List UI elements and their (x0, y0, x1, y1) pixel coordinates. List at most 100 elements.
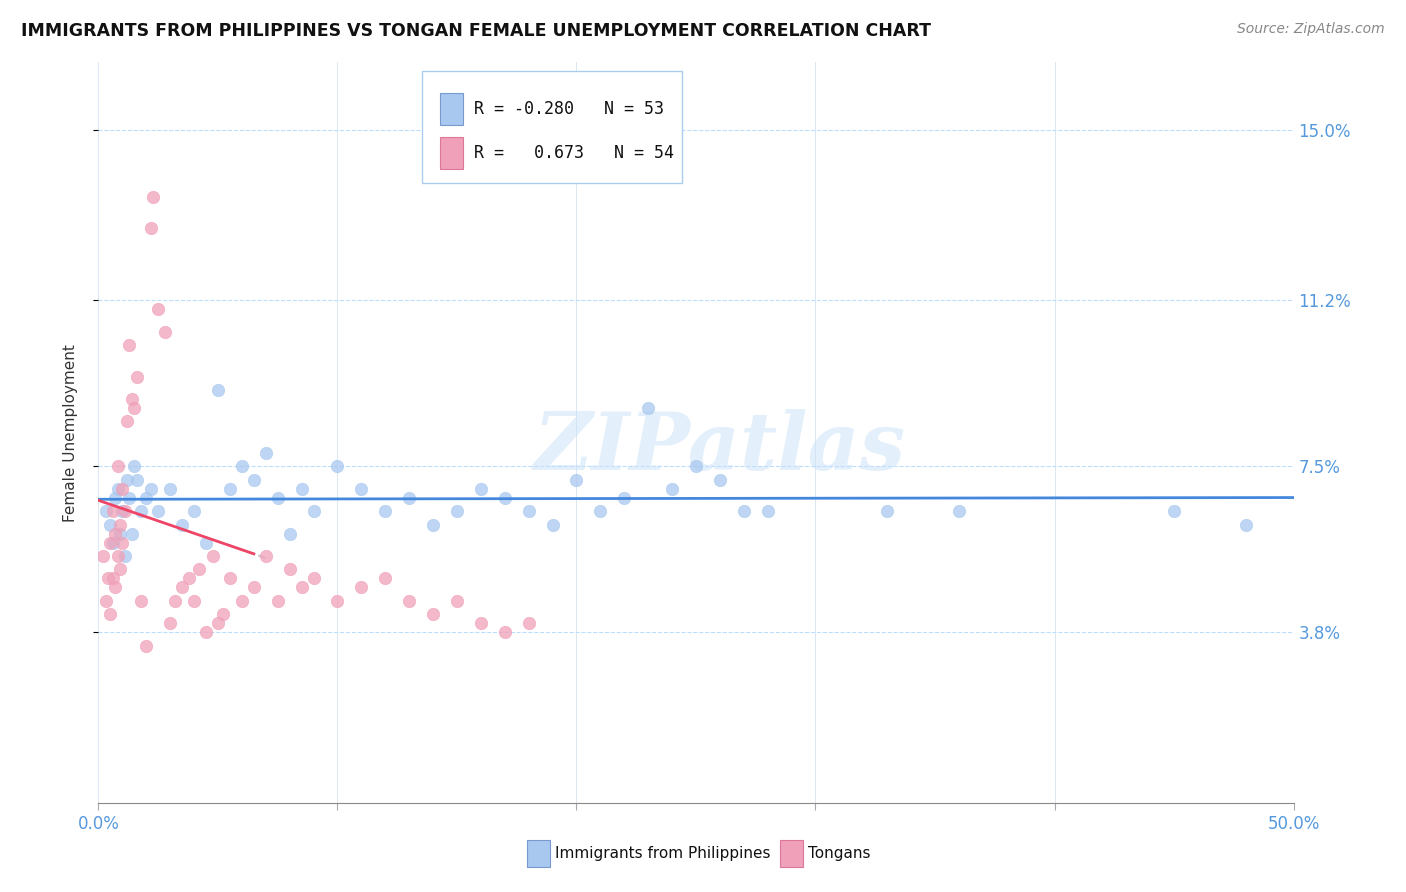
Point (207, 616, 229, 631)
Point (398, 491, 420, 505)
Point (948, 504, 970, 518)
Point (124, 401, 146, 415)
Point (172, 517, 194, 532)
Point (139, 482, 162, 496)
Point (446, 504, 468, 518)
Point (756, 504, 779, 518)
Point (131, 504, 153, 518)
Point (107, 549, 129, 563)
Point (243, 473, 266, 487)
Point (94, 504, 117, 518)
Point (470, 482, 492, 496)
Point (179, 571, 201, 585)
Point (541, 517, 564, 532)
Point (183, 504, 205, 518)
Point (302, 504, 325, 518)
Point (159, 616, 181, 631)
Point (195, 625, 218, 640)
Point (470, 616, 492, 631)
Point (494, 625, 516, 640)
Point (121, 392, 143, 406)
Point (231, 594, 253, 608)
Point (1163, 504, 1185, 518)
Point (291, 482, 314, 496)
Point (94, 594, 117, 608)
Point (231, 459, 253, 474)
Point (187, 562, 209, 576)
Point (97, 571, 120, 585)
Point (159, 482, 181, 496)
Point (254, 446, 277, 460)
Point (278, 526, 301, 541)
Point (101, 504, 124, 518)
Point (202, 549, 225, 563)
Point (121, 526, 143, 541)
Point (108, 526, 131, 541)
Point (172, 581, 194, 595)
Point (139, 221, 162, 235)
Point (709, 473, 731, 487)
Point (219, 571, 242, 585)
Text: R = -0.280   N = 53: R = -0.280 N = 53 (474, 100, 664, 118)
Point (517, 616, 540, 631)
Point (98, 517, 122, 532)
Point (589, 504, 612, 518)
Point (111, 504, 134, 518)
Point (98, 607, 122, 622)
Point (446, 594, 468, 608)
Point (494, 491, 516, 505)
Point (101, 535, 124, 549)
Point (104, 526, 127, 541)
Point (124, 459, 146, 474)
Point (278, 562, 301, 576)
Text: R =   0.673   N = 54: R = 0.673 N = 54 (474, 145, 673, 162)
Point (148, 504, 170, 518)
Text: IMMIGRANTS FROM PHILIPPINES VS TONGAN FEMALE UNEMPLOYMENT CORRELATION CHART: IMMIGRANTS FROM PHILIPPINES VS TONGAN FE… (21, 22, 931, 40)
Point (637, 401, 659, 415)
Point (685, 459, 707, 474)
Point (374, 504, 396, 518)
Point (142, 190, 165, 204)
Point (207, 383, 229, 397)
Point (98, 535, 122, 549)
Point (125, 369, 148, 384)
Point (254, 549, 277, 563)
Point (104, 491, 127, 505)
Point (104, 581, 127, 595)
Y-axis label: Female Unemployment: Female Unemployment (63, 343, 77, 522)
Point (876, 504, 898, 518)
Point (350, 581, 373, 595)
Point (114, 504, 136, 518)
Point (118, 338, 141, 352)
Point (114, 549, 136, 563)
Point (148, 302, 170, 317)
Point (163, 594, 186, 608)
Point (350, 482, 373, 496)
Point (125, 473, 148, 487)
Point (219, 482, 242, 496)
Point (107, 459, 129, 474)
Point (115, 473, 138, 487)
Point (211, 607, 233, 622)
Point (107, 482, 129, 496)
Point (131, 594, 153, 608)
Point (398, 594, 420, 608)
Point (267, 491, 290, 505)
Point (267, 594, 290, 608)
Point (111, 535, 134, 549)
Point (302, 571, 325, 585)
Point (422, 607, 444, 622)
Point (291, 581, 314, 595)
Text: ZIPatlas: ZIPatlas (534, 409, 905, 486)
Point (108, 562, 131, 576)
Point (422, 517, 444, 532)
Point (733, 504, 755, 518)
Point (91, 549, 114, 563)
Point (374, 571, 396, 585)
Point (135, 491, 157, 505)
Text: Tongans: Tongans (808, 847, 870, 861)
Point (195, 535, 218, 549)
Point (115, 414, 138, 428)
Text: Source: ZipAtlas.com: Source: ZipAtlas.com (1237, 22, 1385, 37)
Point (517, 504, 540, 518)
